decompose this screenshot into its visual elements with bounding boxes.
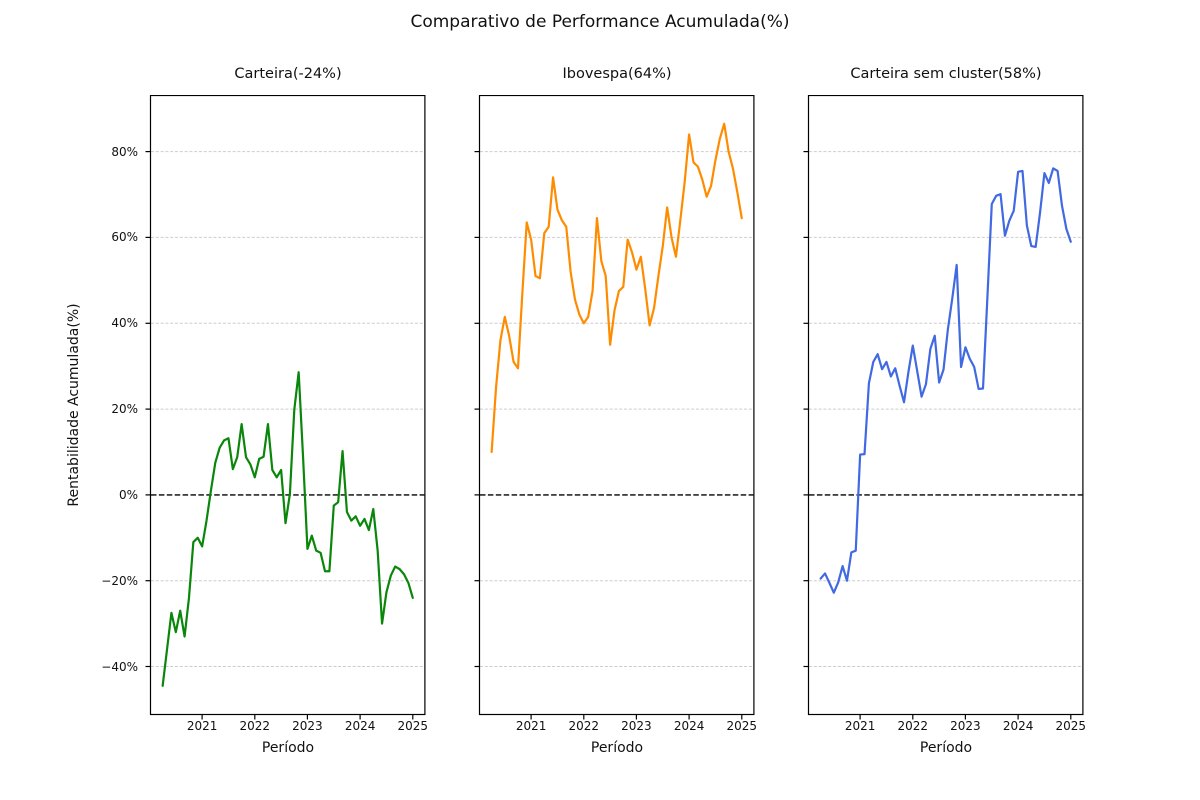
y-tick-label: 0% xyxy=(118,487,138,502)
subplot-plot-area-1 xyxy=(145,95,426,720)
x-tick-label: 2021 xyxy=(515,719,547,733)
x-tick-label: 2024 xyxy=(344,719,376,733)
plot-border xyxy=(149,95,426,716)
series-line-carteira xyxy=(161,371,414,687)
subplot-plot-area-3 xyxy=(803,95,1084,720)
x-axis-label-3: Período xyxy=(919,740,973,756)
x-tick-label: 2025 xyxy=(1055,719,1087,733)
x-tick-label: 2025 xyxy=(726,719,758,733)
x-tick-label: 2022 xyxy=(239,719,271,733)
y-tick-label: 60% xyxy=(111,230,138,245)
x-tick-label: 2024 xyxy=(1002,719,1034,733)
subplot-title-1: Carteira(-24%) xyxy=(234,66,342,82)
x-tick-label: 2023 xyxy=(292,719,323,733)
series-line-ibovespa xyxy=(490,122,743,454)
x-tick-label: 2021 xyxy=(844,719,876,733)
x-tick-label: 2023 xyxy=(950,719,981,733)
subplot-title-2: Ibovespa(64%) xyxy=(562,66,672,82)
x-tick-label: 2023 xyxy=(621,719,652,733)
plot-border xyxy=(478,95,755,716)
y-tick-label: −20% xyxy=(101,573,138,588)
y-tick-label: 40% xyxy=(111,316,138,331)
y-tick-label: 20% xyxy=(111,402,138,417)
subplot-plot-area-2 xyxy=(474,95,755,720)
x-tick-label: 2022 xyxy=(568,719,600,733)
subplot-title-3: Carteira sem cluster(58%) xyxy=(850,66,1042,82)
x-tick-label: 2024 xyxy=(673,719,705,733)
plot-border xyxy=(807,95,1084,716)
figure-title: Comparativo de Performance Acumulada(%) xyxy=(410,12,790,32)
x-axis-label-1: Período xyxy=(261,740,315,756)
y-tick-label: 80% xyxy=(111,144,138,159)
x-tick-label: 2025 xyxy=(397,719,429,733)
series-line-carteira-sem-cluster xyxy=(819,167,1072,594)
y-tick-label: −40% xyxy=(101,659,138,674)
x-tick-label: 2021 xyxy=(186,719,218,733)
x-axis-label-2: Período xyxy=(590,740,644,756)
x-tick-label: 2022 xyxy=(897,719,929,733)
